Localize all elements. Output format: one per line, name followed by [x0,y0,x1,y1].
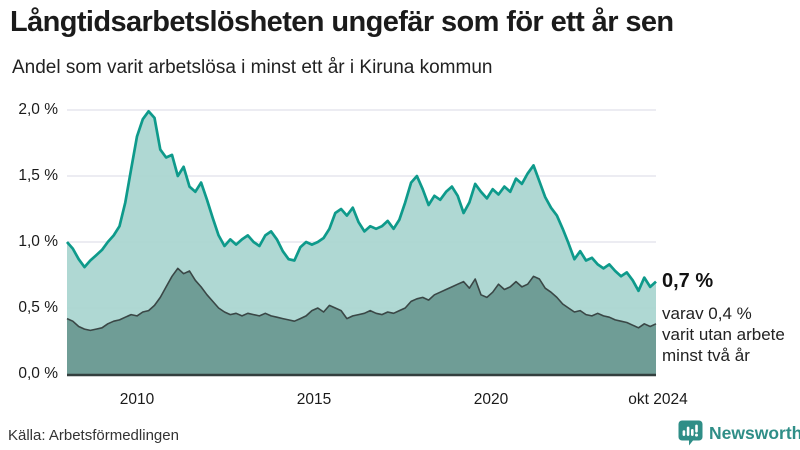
newsworthy-bubble-icon [678,420,703,446]
annotation-line-3: minst två år [662,346,750,365]
chart-subtitle: Andel som varit arbetslösa i minst ett å… [12,57,493,78]
y-tick-1-5: 1,5 % [18,167,58,184]
y-tick-0-0: 0,0 % [18,365,58,382]
newsworthy-wordmark: Newsworthy [709,423,800,443]
annotation-detail: varav 0,4 % varit utan arbete minst två … [662,303,785,366]
chart-series [65,109,657,375]
newsworthy-logo: Newsworthy [678,420,800,447]
y-tick-1-0: 1,0 % [18,233,58,250]
x-tick-2015: 2015 [296,391,332,408]
x-tick-2010: 2010 [119,391,155,408]
page-title: Långtidsarbetslösheten ungefär som för e… [10,6,674,38]
x-tick-okt-2024: okt 2024 [628,391,688,408]
annotation-line-1: varav 0,4 % [662,304,752,323]
y-tick-2-0: 2,0 % [18,101,58,118]
y-tick-0-5: 0,5 % [18,299,58,316]
annotation-line-2: varit utan arbete [662,325,785,344]
source-attribution: Källa: Arbetsförmedlingen [8,427,179,444]
latest-value-label: 0,7 % [662,270,714,292]
x-tick-2020: 2020 [473,391,509,408]
